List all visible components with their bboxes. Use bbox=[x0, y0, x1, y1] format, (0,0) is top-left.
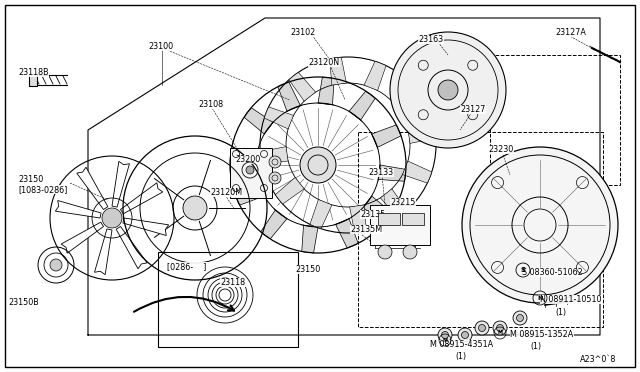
Text: 23100: 23100 bbox=[148, 42, 173, 51]
Text: 23163: 23163 bbox=[418, 35, 443, 44]
Circle shape bbox=[513, 311, 527, 325]
Bar bbox=[230, 148, 272, 198]
Polygon shape bbox=[61, 222, 104, 253]
Polygon shape bbox=[301, 225, 318, 253]
Text: 23135M: 23135M bbox=[350, 225, 382, 234]
Text: M 08915-1352A: M 08915-1352A bbox=[510, 330, 573, 339]
Circle shape bbox=[516, 314, 524, 321]
Circle shape bbox=[461, 331, 468, 339]
Circle shape bbox=[246, 166, 254, 174]
Bar bbox=[490, 55, 620, 185]
Polygon shape bbox=[372, 125, 401, 147]
Bar bbox=[358, 132, 603, 327]
Polygon shape bbox=[77, 167, 108, 209]
Polygon shape bbox=[289, 73, 316, 101]
Circle shape bbox=[497, 324, 504, 331]
Circle shape bbox=[102, 208, 122, 228]
Polygon shape bbox=[260, 210, 287, 239]
Circle shape bbox=[50, 259, 62, 271]
Polygon shape bbox=[95, 229, 112, 275]
Text: 23102: 23102 bbox=[290, 28, 316, 37]
Text: 23200: 23200 bbox=[235, 155, 260, 164]
Polygon shape bbox=[349, 91, 375, 120]
Circle shape bbox=[378, 245, 392, 259]
Text: 23135: 23135 bbox=[360, 210, 385, 219]
Bar bbox=[158, 252, 298, 347]
Text: M: M bbox=[442, 337, 447, 343]
Text: [0286-    ]: [0286- ] bbox=[167, 262, 206, 271]
Circle shape bbox=[390, 32, 506, 148]
Text: 23230: 23230 bbox=[488, 145, 513, 154]
Circle shape bbox=[475, 321, 489, 335]
Circle shape bbox=[300, 147, 336, 183]
Circle shape bbox=[438, 328, 452, 342]
Polygon shape bbox=[330, 57, 346, 85]
Circle shape bbox=[442, 331, 449, 339]
Polygon shape bbox=[116, 227, 147, 269]
Text: 23127: 23127 bbox=[460, 105, 485, 114]
Polygon shape bbox=[230, 149, 258, 165]
Polygon shape bbox=[260, 147, 288, 164]
Polygon shape bbox=[235, 183, 264, 205]
Text: S: S bbox=[520, 267, 525, 273]
Bar bbox=[378, 213, 400, 225]
Circle shape bbox=[479, 324, 486, 331]
Polygon shape bbox=[318, 77, 334, 105]
Polygon shape bbox=[112, 161, 129, 207]
Text: 23118: 23118 bbox=[220, 278, 245, 287]
Polygon shape bbox=[244, 108, 273, 134]
Text: 23150: 23150 bbox=[295, 265, 320, 274]
Polygon shape bbox=[363, 196, 392, 222]
Polygon shape bbox=[392, 86, 420, 113]
Circle shape bbox=[458, 328, 472, 342]
Polygon shape bbox=[310, 199, 332, 229]
Text: (1): (1) bbox=[530, 342, 541, 351]
Polygon shape bbox=[278, 82, 300, 111]
Bar bbox=[29, 74, 37, 86]
Polygon shape bbox=[123, 218, 168, 235]
Text: M 08915-4351A: M 08915-4351A bbox=[430, 340, 493, 349]
Bar bbox=[402, 213, 424, 225]
Text: (1): (1) bbox=[455, 352, 466, 361]
Circle shape bbox=[269, 172, 281, 184]
Text: M: M bbox=[497, 330, 502, 336]
Text: 23215: 23215 bbox=[390, 198, 415, 207]
Circle shape bbox=[403, 245, 417, 259]
Text: N: N bbox=[538, 295, 543, 301]
Polygon shape bbox=[264, 107, 294, 129]
Text: N 08911-10510: N 08911-10510 bbox=[540, 295, 602, 304]
Text: 23150: 23150 bbox=[18, 175, 44, 184]
Text: 23150B: 23150B bbox=[8, 298, 39, 307]
Text: 23120M: 23120M bbox=[210, 188, 242, 197]
Circle shape bbox=[493, 321, 507, 335]
Text: 23108: 23108 bbox=[198, 100, 223, 109]
Text: 23118B: 23118B bbox=[18, 68, 49, 77]
Text: A23^0`8: A23^0`8 bbox=[580, 355, 616, 364]
Polygon shape bbox=[349, 205, 367, 233]
Text: S 08360-51062: S 08360-51062 bbox=[522, 268, 583, 277]
Text: (1): (1) bbox=[555, 308, 566, 317]
Polygon shape bbox=[56, 201, 101, 218]
Circle shape bbox=[438, 80, 458, 100]
Polygon shape bbox=[335, 219, 358, 248]
Polygon shape bbox=[408, 126, 436, 143]
Circle shape bbox=[462, 147, 618, 303]
Polygon shape bbox=[378, 165, 406, 181]
Polygon shape bbox=[364, 61, 386, 90]
Polygon shape bbox=[275, 177, 304, 204]
Text: 23127A: 23127A bbox=[555, 28, 586, 37]
Text: 23133: 23133 bbox=[368, 168, 393, 177]
Polygon shape bbox=[403, 161, 432, 183]
Circle shape bbox=[269, 156, 281, 168]
Text: [1083-0286]: [1083-0286] bbox=[18, 185, 67, 194]
Text: 23120N: 23120N bbox=[308, 58, 339, 67]
Circle shape bbox=[183, 196, 207, 220]
Polygon shape bbox=[120, 183, 163, 214]
Bar bbox=[370, 205, 430, 245]
Polygon shape bbox=[380, 189, 407, 218]
